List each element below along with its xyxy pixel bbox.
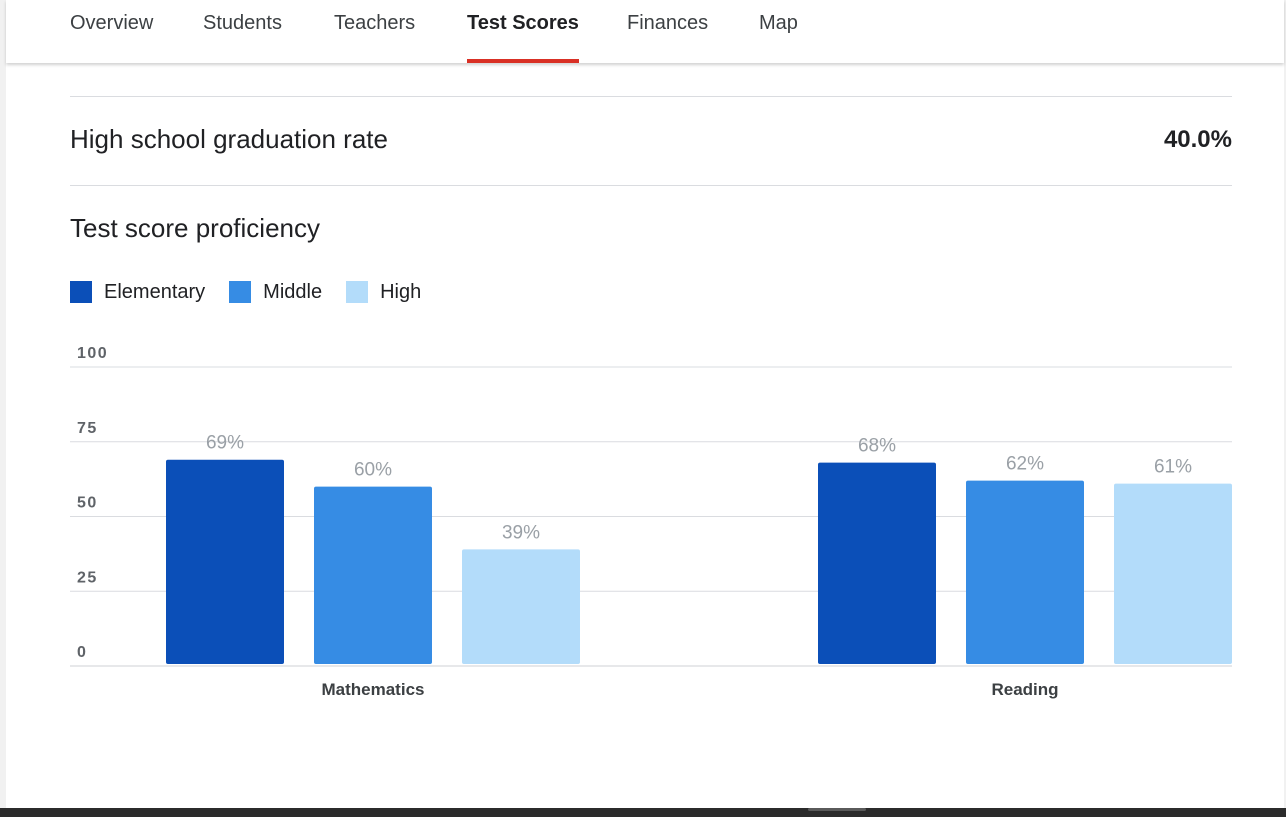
taskbar [0,808,1286,817]
test-score-bar-chart: 0 25 50 75 100 69% 60% 39% Mathematics 68% 62% 61% R… [70,345,1232,699]
bar-mathematics-middle [314,486,432,664]
x-category-label-mathematics: Mathematics [322,680,425,699]
bar-value-label-reading-elementary: 68% [858,436,896,457]
legend-swatch-high [346,281,369,303]
tab-students-label: Students [203,12,282,34]
y-tick-label-50: 50 [77,495,98,512]
bar-value-label-mathematics-high: 39% [502,522,540,543]
tab-teachers-label: Teachers [334,12,416,34]
graduation-rate-label: High school graduation rate [70,124,388,154]
legend-item-elementary: Elementary [70,281,205,304]
tab-test-scores-label: Test Scores [467,12,579,34]
legend-item-middle: Middle [229,281,322,304]
bar-mathematics-elementary [166,459,284,664]
tab-test-scores[interactable]: Test Scores [467,0,579,63]
y-tick-label-25: 25 [77,569,98,586]
divider-middle [70,185,1232,186]
bar-mathematics-high [462,549,580,664]
bar-value-label-reading-high: 61% [1154,457,1192,478]
bar-value-label-mathematics-elementary: 69% [206,433,244,454]
tab-finances[interactable]: Finances [627,0,708,63]
tab-students[interactable]: Students [203,0,282,63]
legend-item-high: High [346,281,421,304]
legend-label-elementary: Elementary [104,280,206,303]
tab-finances-label: Finances [627,12,709,34]
bar-reading-elementary [818,462,936,664]
graduation-rate-value: 40.0% [1163,126,1232,153]
bar-reading-middle [966,480,1084,664]
y-tick-label-100: 100 [77,345,108,362]
x-category-label-reading: Reading [991,680,1058,699]
tab-overview[interactable]: Overview [70,0,153,63]
tab-map-label: Map [759,12,798,34]
tab-teachers[interactable]: Teachers [334,0,415,63]
tab-map[interactable]: Map [759,0,798,63]
active-tab-indicator [467,59,579,63]
section-title: Test score proficiency [70,213,320,243]
bar-reading-high [1114,483,1232,664]
y-tick-label-75: 75 [77,420,98,437]
chart-legend: Elementary Middle High [70,279,445,305]
legend-swatch-elementary [70,281,92,303]
left-scroll-margin [0,0,6,810]
legend-swatch-middle [229,281,252,303]
taskbar-handle [808,808,866,811]
tab-overview-label: Overview [70,12,154,34]
tab-bar: Overview Students Teachers Test Scores F… [6,0,1284,63]
divider-top [70,96,1232,97]
right-scroll-margin [1284,0,1286,810]
legend-label-high: High [380,280,422,303]
bar-value-label-mathematics-middle: 60% [354,460,392,481]
y-tick-label-0: 0 [77,644,87,661]
bar-value-label-reading-middle: 62% [1006,454,1044,475]
legend-label-middle: Middle [263,280,323,303]
